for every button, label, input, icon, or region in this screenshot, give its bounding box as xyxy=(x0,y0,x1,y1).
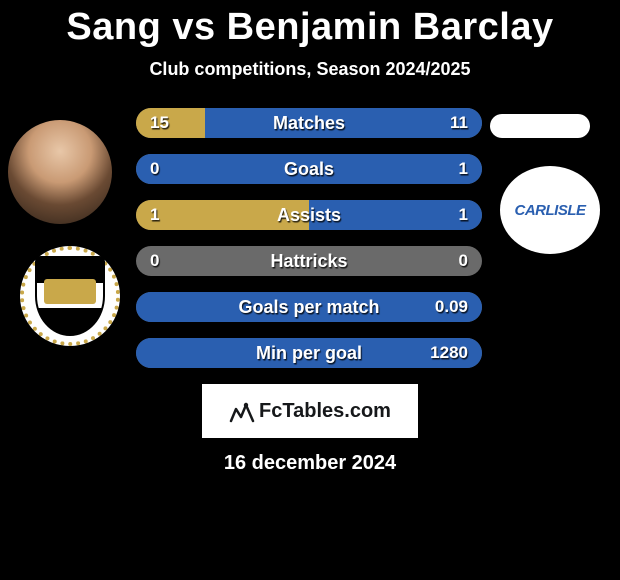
footer-date: 16 december 2024 xyxy=(0,452,620,475)
stat-row: 00Hattricks xyxy=(136,246,482,276)
club-right-badge: CARLISLE xyxy=(500,166,600,254)
port-vale-badge-icon xyxy=(35,256,105,336)
club-left-badge xyxy=(20,246,120,346)
stat-bars-container: 1511Matches01Goals11Assists00Hattricks0.… xyxy=(136,108,482,384)
stat-row: 11Assists xyxy=(136,200,482,230)
stat-value-right: 1280 xyxy=(430,338,468,368)
stat-row: 1511Matches xyxy=(136,108,482,138)
page-title: Sang vs Benjamin Barclay xyxy=(0,0,620,49)
stat-bar-bg xyxy=(136,246,482,276)
stat-value-right: 11 xyxy=(450,108,468,138)
stat-value-left: 0 xyxy=(150,246,159,276)
stat-row: 0.09Goals per match xyxy=(136,292,482,322)
stat-row: 01Goals xyxy=(136,154,482,184)
branding-text: FcTables.com xyxy=(259,400,391,423)
stat-value-left: 15 xyxy=(150,108,169,138)
stat-value-right: 1 xyxy=(459,200,468,230)
fctables-logo-icon xyxy=(229,399,255,423)
stat-bar-left-fill xyxy=(136,108,205,138)
stat-bar-right-fill xyxy=(205,108,482,138)
stat-bar-right-fill xyxy=(136,292,482,322)
stat-bar-right-fill xyxy=(136,154,482,184)
stat-value-right: 1 xyxy=(459,154,468,184)
stat-bar-right-fill xyxy=(309,200,482,230)
stat-value-right: 0.09 xyxy=(435,292,468,322)
player-left-avatar xyxy=(8,120,112,224)
stat-row: 1280Min per goal xyxy=(136,338,482,368)
stat-value-right: 0 xyxy=(459,246,468,276)
stat-value-left: 0 xyxy=(150,154,159,184)
stat-bar-left-fill xyxy=(136,200,309,230)
branding-box: FcTables.com xyxy=(202,384,418,438)
stat-value-left: 1 xyxy=(150,200,159,230)
page-subtitle: Club competitions, Season 2024/2025 xyxy=(0,59,620,80)
carlisle-logo-text: CARLISLE xyxy=(515,202,586,219)
player-right-avatar xyxy=(490,114,590,138)
